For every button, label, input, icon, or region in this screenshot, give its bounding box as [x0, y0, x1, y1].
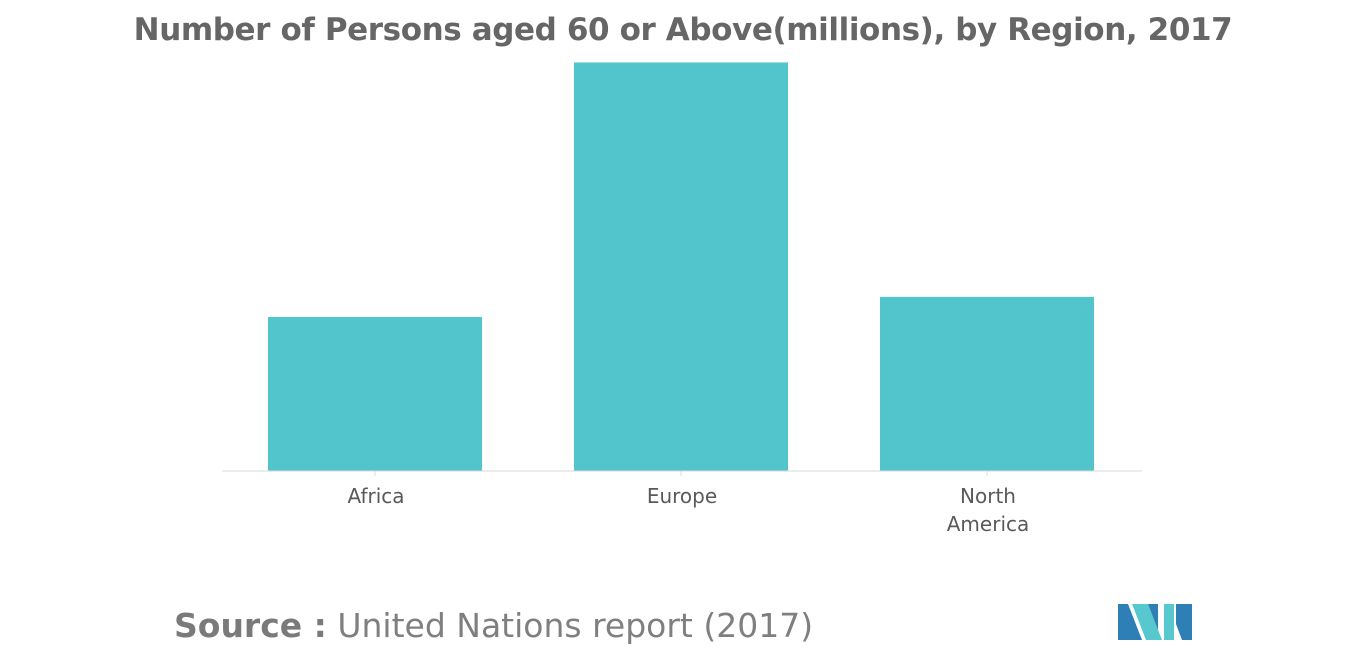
bar-europe — [574, 62, 788, 471]
logo-shape-right-light — [1164, 604, 1174, 640]
bars-group — [268, 62, 1094, 471]
x-tick-label: Europe — [647, 484, 717, 508]
bar-chart: Africa Europe North America — [222, 62, 1142, 536]
logo-shape-right-dark — [1176, 604, 1192, 640]
bar-africa — [268, 316, 482, 471]
x-ticks-group — [374, 471, 988, 476]
bar-north-america — [880, 296, 1094, 471]
source-text: United Nations report (2017) — [337, 606, 814, 645]
logo-shape-mid-light — [1132, 604, 1162, 640]
mordor-intelligence-logo-icon — [1118, 604, 1192, 640]
source-note: Source : United Nations report (2017) — [174, 606, 813, 645]
source-label: Source : — [174, 606, 327, 645]
x-labels-group: Africa Europe North America — [347, 484, 1029, 536]
logo-shape-mid-dark — [1148, 604, 1158, 630]
chart-title: Number of Persons aged 60 or Above(milli… — [133, 12, 1233, 48]
logo-shape-left — [1118, 604, 1142, 640]
x-tick-label: Africa — [347, 484, 404, 508]
x-tick-label: North America — [947, 484, 1030, 536]
